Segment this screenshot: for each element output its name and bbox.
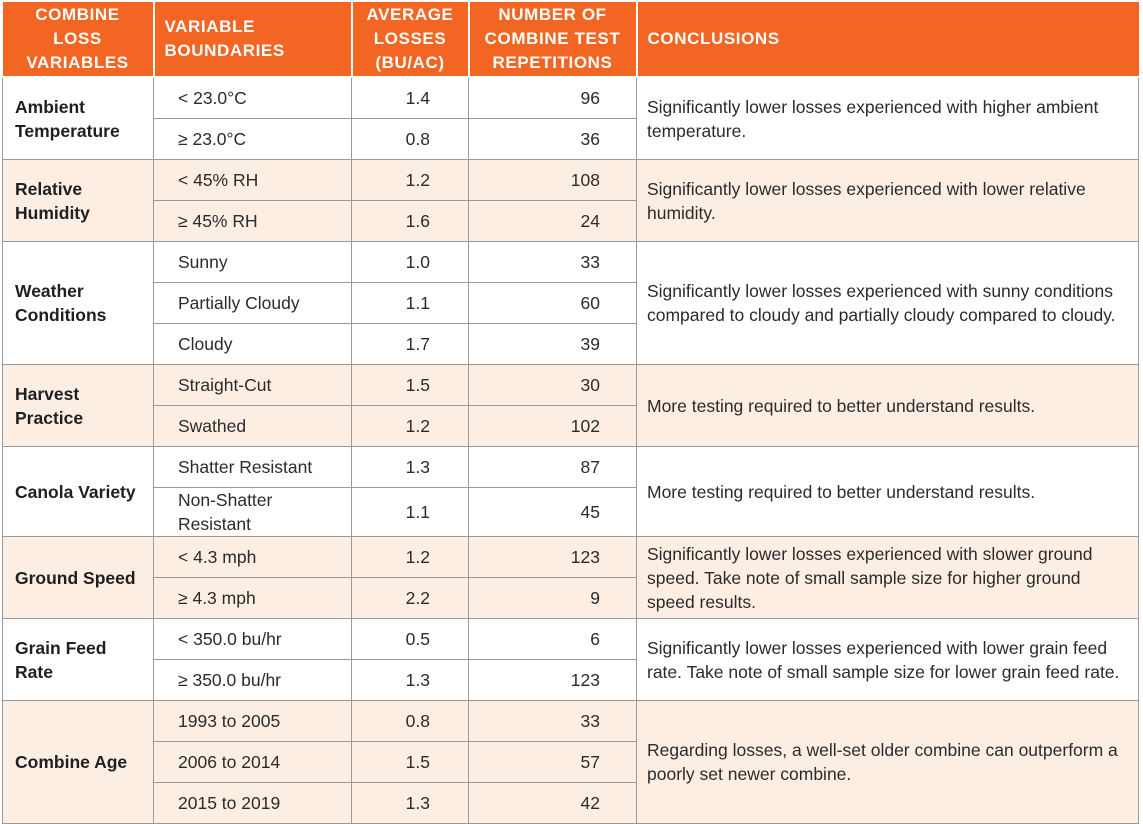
repetitions-cell: 87 [468,446,637,488]
avg-loss-cell: 1.1 [351,282,469,324]
boundary-cell: Sunny [153,241,352,283]
avg-loss-cell: 1.5 [351,741,469,783]
table-row: Cloudy 1.7 39 [3,323,1139,365]
header-boundaries: VARIABLE BOUNDARIES [153,2,353,78]
conclusion-cell: More testing required to better understa… [636,364,1139,447]
boundary-cell: Non-Shatter Resistant [153,487,352,537]
boundary-cell: < 350.0 bu/hr [153,618,352,660]
avg-loss-cell: 1.6 [351,200,469,242]
variable-name: Combine Age [2,700,154,824]
repetitions-cell: 33 [468,700,637,742]
table-row: Relative Humidity < 45% RH 1.2 108 Signi… [2,159,1139,242]
boundary-cell: < 23.0°C [153,76,352,119]
avg-loss-cell: 1.2 [351,159,469,201]
avg-loss-cell: 1.2 [351,405,469,447]
variable-name: Ambient Temperature [2,76,154,160]
table-row: Grain Feed Rate < 350.0 bu/hr 0.5 6 Sign… [2,618,1139,701]
repetitions-cell: 57 [468,741,637,783]
table-row: Canola Variety Shatter Resistant 1.3 87 … [2,446,1139,537]
table-row: ≥ 45% RH 1.6 24 [3,200,1139,242]
repetitions-cell: 24 [468,200,637,242]
variable-name: Weather Conditions [2,241,154,365]
header-conclusions: CONCLUSIONS [636,2,1139,78]
repetitions-cell: 33 [468,241,637,283]
boundary-cell: Straight-Cut [153,364,352,406]
avg-loss-cell: 1.5 [351,364,469,406]
repetitions-cell: 60 [468,282,637,324]
boundary-cell: Shatter Resistant [153,446,352,488]
table-row: Partially Cloudy 1.1 60 [3,282,1139,324]
repetitions-cell: 123 [468,659,637,701]
conclusion-cell: Significantly lower losses experienced w… [636,76,1139,160]
boundary-cell: ≥ 350.0 bu/hr [153,659,352,701]
table-row: Ambient Temperature < 23.0°C 1.4 96 Sign… [2,76,1139,160]
conclusion-cell: Significantly lower losses experienced w… [636,241,1139,365]
table-row: Ground Speed < 4.3 mph 1.2 123 Significa… [2,536,1139,619]
table-row: ≥ 23.0°C 0.8 36 [3,118,1139,160]
table-row: Harvest Practice Straight-Cut 1.5 30 Mor… [2,364,1139,447]
table-row: 2015 to 2019 1.3 42 [3,782,1139,824]
header-row: COMBINE LOSS VARIABLES VARIABLE BOUNDARI… [2,2,1139,78]
avg-loss-cell: 0.5 [351,618,469,660]
repetitions-cell: 42 [468,782,637,824]
table-row: ≥ 350.0 bu/hr 1.3 123 [3,659,1139,701]
variable-name: Harvest Practice [2,364,154,447]
conclusion-cell: Significantly lower losses experienced w… [636,159,1139,242]
boundary-cell: ≥ 4.3 mph [153,577,352,619]
table-row: ≥ 4.3 mph 2.2 9 [3,577,1139,619]
table-row: Combine Age 1993 to 2005 0.8 33 Regardin… [2,700,1139,824]
table-row: Weather Conditions Sunny 1.0 33 Signific… [2,241,1139,365]
table-row: Swathed 1.2 102 [3,405,1139,447]
table-row: Non-Shatter Resistant 1.1 45 [3,487,1139,537]
repetitions-cell: 45 [468,487,637,537]
repetitions-cell: 39 [468,323,637,365]
variable-name: Ground Speed [2,536,154,619]
avg-loss-cell: 1.3 [351,659,469,701]
boundary-cell: Partially Cloudy [153,282,352,324]
repetitions-cell: 30 [468,364,637,406]
avg-loss-cell: 1.1 [351,487,469,537]
boundary-cell: < 45% RH [153,159,352,201]
conclusion-cell: More testing required to better understa… [636,446,1139,537]
avg-loss-cell: 1.0 [351,241,469,283]
conclusion-cell: Regarding losses, a well-set older combi… [636,700,1139,824]
table-row: 2006 to 2014 1.5 57 [3,741,1139,783]
repetitions-cell: 96 [468,76,637,119]
repetitions-cell: 123 [468,536,637,578]
avg-loss-cell: 0.8 [351,700,469,742]
header-repetitions: NUMBER OF COMBINE TEST REPETITIONS [468,2,638,78]
avg-loss-cell: 0.8 [351,118,469,160]
repetitions-cell: 36 [468,118,637,160]
header-avg-losses: AVERAGE LOSSES (BU/AC) [351,2,470,78]
avg-loss-cell: 1.2 [351,536,469,578]
boundary-cell: 2006 to 2014 [153,741,352,783]
repetitions-cell: 102 [468,405,637,447]
header-variable: COMBINE LOSS VARIABLES [2,2,155,78]
conclusion-cell: Significantly lower losses experienced w… [636,618,1139,701]
boundary-cell: Cloudy [153,323,352,365]
avg-loss-cell: 1.3 [351,446,469,488]
boundary-cell: 2015 to 2019 [153,782,352,824]
avg-loss-cell: 1.4 [351,76,469,119]
boundary-cell: 1993 to 2005 [153,700,352,742]
avg-loss-cell: 2.2 [351,577,469,619]
repetitions-cell: 9 [468,577,637,619]
avg-loss-cell: 1.3 [351,782,469,824]
repetitions-cell: 6 [468,618,637,660]
variable-name: Relative Humidity [2,159,154,242]
boundary-cell: ≥ 23.0°C [153,118,352,160]
boundary-cell: Swathed [153,405,352,447]
variable-name: Canola Variety [2,446,154,537]
boundary-cell: ≥ 45% RH [153,200,352,242]
boundary-cell: < 4.3 mph [153,536,352,578]
avg-loss-cell: 1.7 [351,323,469,365]
conclusion-cell: Significantly lower losses experienced w… [636,536,1139,619]
variable-name: Grain Feed Rate [2,618,154,701]
repetitions-cell: 108 [468,159,637,201]
